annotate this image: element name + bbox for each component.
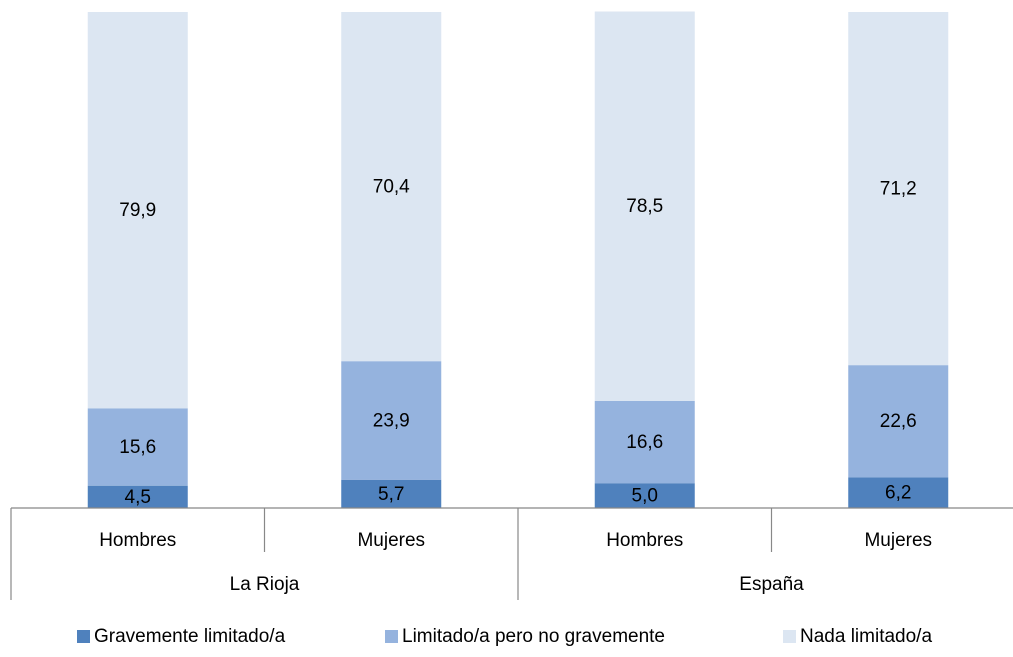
data-label: 23,9 — [373, 410, 410, 431]
data-label: 4,5 — [125, 487, 151, 508]
bar-segment — [848, 477, 949, 508]
data-label: 15,6 — [119, 437, 156, 458]
data-label: 71,2 — [880, 179, 917, 200]
bar-segment — [594, 483, 695, 508]
bar-segment — [341, 361, 442, 480]
data-label: 16,6 — [626, 432, 663, 453]
bar-segment — [87, 408, 188, 486]
bar-segment — [848, 365, 949, 478]
bar-segment — [341, 12, 442, 362]
legend-label: Gravemente limitado/a — [94, 626, 286, 647]
x-tick-label: Mujeres — [357, 530, 425, 551]
data-label: 5,7 — [378, 484, 404, 505]
bar-segment — [594, 11, 695, 401]
data-label: 6,2 — [885, 483, 911, 504]
bar-segment — [87, 485, 188, 508]
legend-label: Limitado/a pero no gravemente — [402, 626, 665, 647]
x-tick-label: Hombres — [99, 530, 176, 551]
legend-label: Nada limitado/a — [800, 626, 932, 647]
group-label: España — [739, 574, 804, 595]
data-label: 79,9 — [119, 200, 156, 221]
legend-swatch — [783, 630, 796, 643]
x-tick-label: Hombres — [606, 530, 683, 551]
bar-segment — [594, 400, 695, 484]
bar-segment — [341, 479, 442, 508]
data-label: 70,4 — [373, 177, 410, 198]
group-label: La Rioja — [230, 574, 300, 595]
legend-swatch — [385, 630, 398, 643]
legend-swatch — [77, 630, 90, 643]
bar-segment — [87, 12, 188, 409]
x-tick-label: Mujeres — [864, 530, 932, 551]
data-label: 5,0 — [632, 486, 658, 507]
data-label: 78,5 — [626, 196, 663, 217]
data-label: 22,6 — [880, 411, 917, 432]
bar-segment — [848, 12, 949, 366]
